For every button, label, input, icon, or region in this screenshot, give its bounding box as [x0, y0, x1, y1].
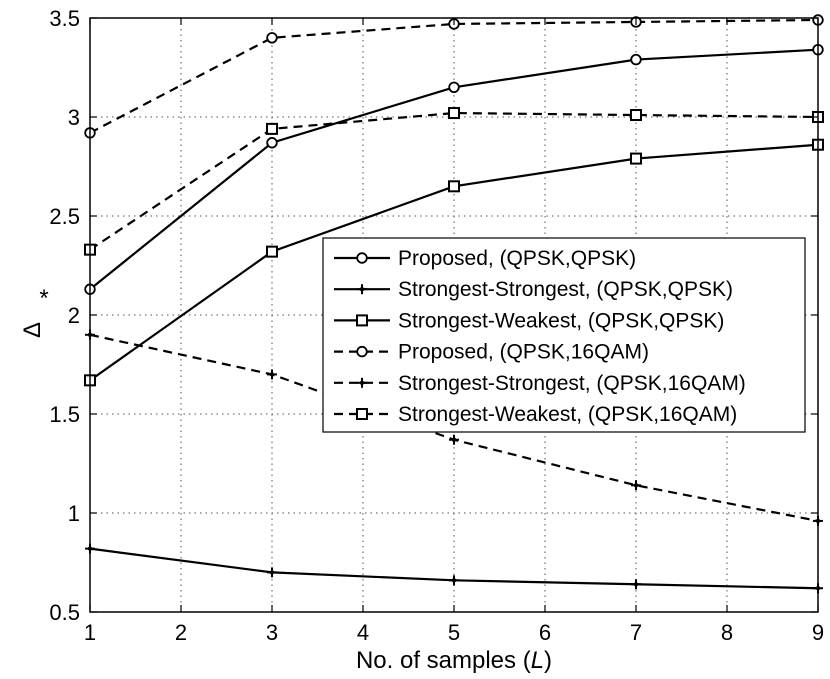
data-point	[630, 109, 642, 122]
legend-label: Proposed, (QPSK,QPSK)	[398, 247, 636, 270]
data-point	[266, 245, 278, 258]
data-point	[267, 369, 277, 380]
x-tick-label: 3	[266, 620, 278, 645]
legend: Proposed, (QPSK,QPSK) Strongest-Strongest…	[322, 237, 806, 433]
legend-entry: Strongest-Weakest, (QPSK,QPSK)	[334, 309, 724, 332]
axis-ticks: 1 2 3 4 5 6 7 8 90.511.522.533.5	[49, 6, 824, 645]
legend-label: Strongest-Weakest, (QPSK,16QAM)	[398, 403, 737, 426]
x-tick-label: 7	[630, 620, 642, 645]
data-point	[449, 434, 459, 445]
data-point	[630, 53, 642, 66]
x-tick-label: 5	[448, 620, 460, 645]
x-axis-label: No. of samples (L)	[356, 647, 552, 674]
legend-entry: Proposed, (QPSK,QPSK)	[334, 247, 636, 270]
data-point	[631, 579, 641, 590]
y-tick-label: 1.5	[49, 402, 80, 427]
data-point	[448, 107, 460, 120]
y-tick-label: 3	[68, 105, 80, 130]
x-tick-label: 9	[812, 620, 824, 645]
legend-marker	[356, 345, 368, 358]
legend-entry: Strongest-Strongest, (QPSK,QPSK)	[334, 278, 733, 301]
legend-box	[322, 237, 806, 433]
data-point	[267, 567, 277, 578]
y-axis-label: Δ *	[19, 285, 49, 338]
y-tick-label: 0.5	[49, 600, 80, 625]
legend-label: Strongest-Strongest, (QPSK,QPSK)	[398, 278, 733, 301]
legend-marker	[356, 314, 368, 327]
y-tick-label: 3.5	[49, 6, 80, 31]
legend-marker	[356, 252, 368, 264]
data-point	[448, 81, 460, 94]
data-point	[630, 152, 642, 165]
data-point	[448, 180, 460, 193]
data-point	[266, 122, 278, 135]
legend-marker	[357, 377, 367, 388]
legend-label: Strongest-Weakest, (QPSK,QPSK)	[398, 309, 724, 332]
legend-marker	[357, 284, 367, 295]
x-tick-label: 1	[84, 620, 96, 645]
legend-label: Proposed, (QPSK,16QAM)	[398, 341, 649, 364]
legend-entry: Strongest-Strongest, (QPSK,16QAM)	[334, 372, 746, 395]
series-layer	[84, 14, 824, 594]
data-point	[266, 32, 278, 44]
data-point	[449, 575, 459, 586]
y-axis-label-symbol: Δ	[19, 322, 46, 338]
series-line	[89, 18, 819, 134]
x-tick-label: 8	[721, 620, 733, 645]
y-tick-label: 1	[68, 501, 80, 526]
legend-label: Strongest-Strongest, (QPSK,16QAM)	[398, 372, 746, 395]
legend-marker	[356, 408, 368, 420]
y-tick-label: 2	[68, 303, 80, 328]
legend-entry: Strongest-Weakest, (QPSK,16QAM)	[334, 403, 737, 426]
x-tick-label: 6	[539, 620, 551, 645]
data-point	[631, 480, 641, 491]
data-point	[266, 137, 278, 149]
y-tick-label: 2.5	[49, 204, 80, 229]
x-tick-label: 4	[357, 620, 369, 645]
series-5	[85, 329, 823, 526]
x-tick-label: 2	[175, 620, 187, 645]
y-axis-label-superscript: *	[39, 285, 48, 312]
legend-entry: Proposed, (QPSK,16QAM)	[334, 341, 649, 364]
